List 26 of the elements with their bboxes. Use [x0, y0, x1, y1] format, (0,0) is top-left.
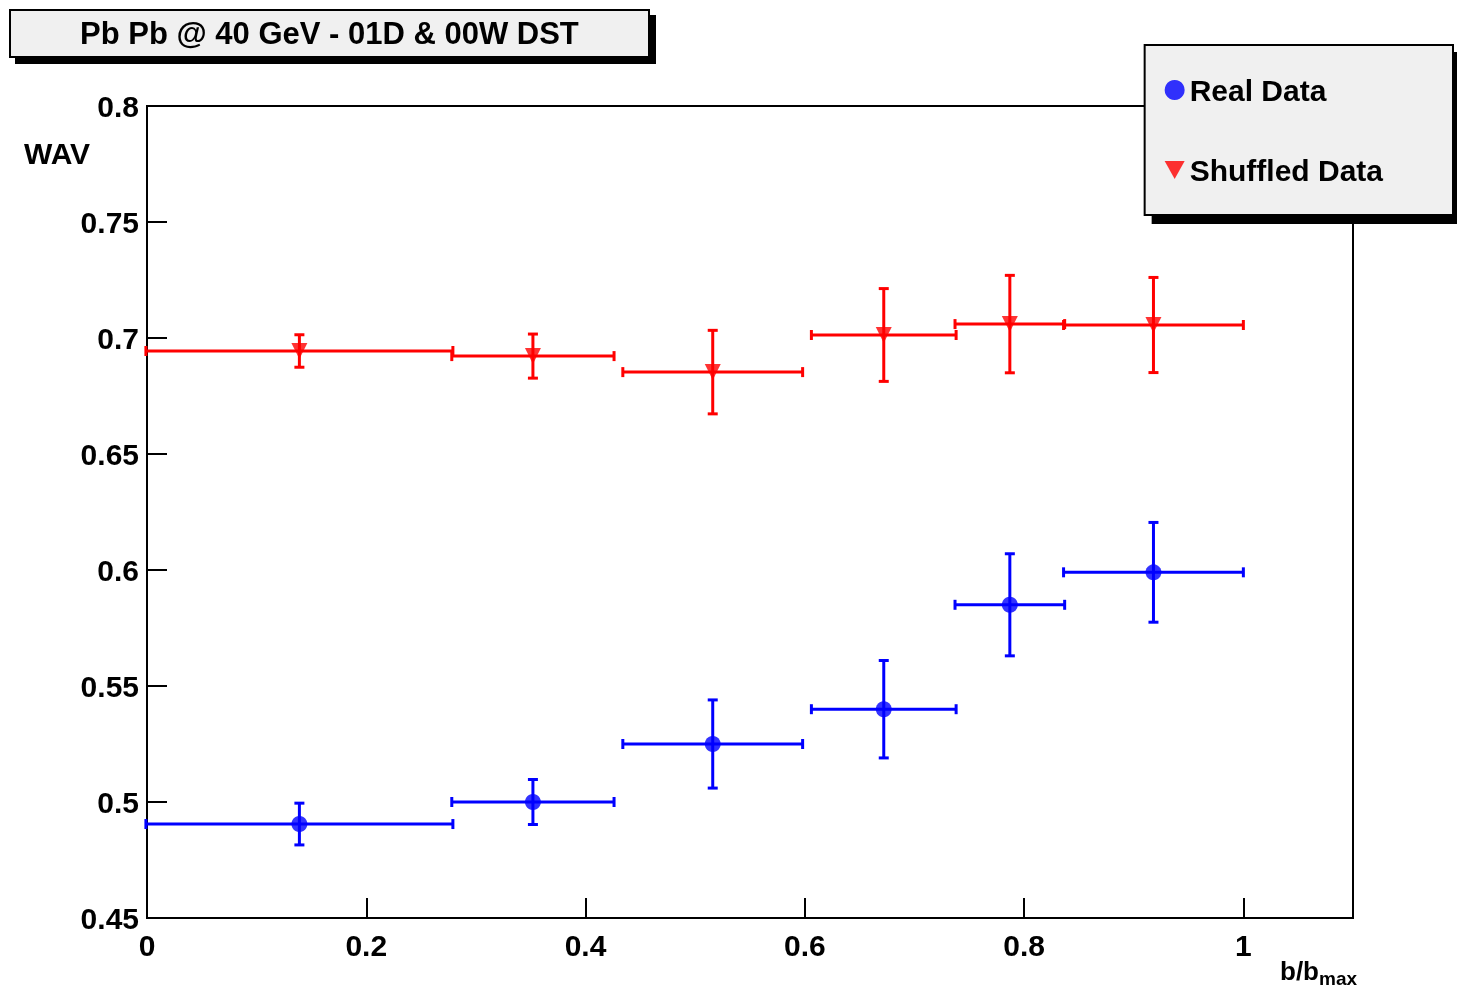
point	[291, 816, 308, 833]
y-tick-label: 0.7	[97, 321, 139, 355]
y-tick-label: 0.8	[97, 89, 139, 123]
y-tick-label: 0.45	[80, 901, 139, 935]
x-tick-label: 0.6	[783, 928, 826, 962]
point	[1145, 564, 1162, 581]
y-tick-label: 0.75	[80, 205, 139, 239]
x-tick-label: 0	[138, 928, 156, 962]
point	[704, 736, 721, 752]
x-tick-label: 0.8	[1003, 928, 1045, 962]
point	[291, 342, 308, 359]
y-axis-title: WAV	[24, 136, 91, 170]
y-tick-label: 0.5	[97, 785, 139, 819]
point	[524, 794, 541, 810]
y-tick-label: 0.6	[97, 553, 139, 587]
y-tick-label: 0.65	[80, 437, 139, 471]
x-tick-label: 0.4	[564, 928, 607, 962]
point	[875, 701, 892, 718]
point	[1001, 596, 1018, 613]
chart-title: Pb Pb @ 40 GeV - 01D & 00W DST	[80, 16, 579, 51]
x-tick-label: 1	[1235, 928, 1252, 962]
y-tick-label: 0.55	[80, 669, 139, 703]
x-tick-label: 0.2	[345, 928, 388, 962]
legend-label: Real Data	[1189, 73, 1327, 107]
point	[875, 326, 892, 343]
legend-label: Shuffled Data	[1189, 153, 1384, 187]
